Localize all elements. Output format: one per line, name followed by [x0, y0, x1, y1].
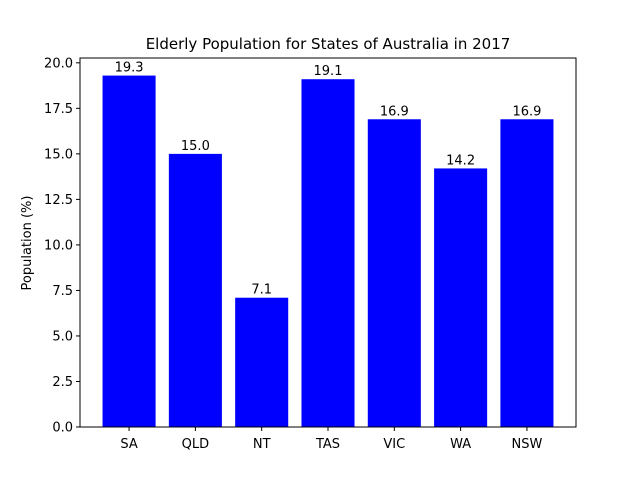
x-tick-label: QLD — [182, 437, 210, 452]
x-axis: SA QLD NT TAS VIC WA NSW — [120, 427, 542, 452]
bar-vic — [367, 119, 421, 427]
data-label-nt: 7.1 — [251, 283, 272, 298]
y-tick-label: 12.5 — [44, 193, 73, 208]
bar-wa — [434, 168, 488, 427]
data-label-wa: 14.2 — [446, 153, 475, 168]
bar-nsw — [500, 119, 554, 427]
bar-sa — [102, 75, 156, 428]
bar-tas — [301, 79, 355, 428]
bar-nt — [235, 297, 289, 427]
data-label-tas: 19.1 — [314, 64, 343, 79]
y-tick-label: 0.0 — [52, 421, 73, 436]
data-label-qld: 15.0 — [181, 139, 210, 154]
data-label-nsw: 16.9 — [512, 104, 541, 119]
x-tick-label: WA — [450, 437, 471, 452]
y-tick-label: 7.5 — [52, 284, 73, 299]
plot-frame — [79, 57, 577, 428]
x-tick-label: NT — [253, 437, 271, 452]
y-tick-label: 15.0 — [44, 147, 73, 162]
data-label-sa: 19.3 — [115, 61, 144, 76]
y-axis-label: Population (%) — [20, 196, 35, 291]
bar-qld — [168, 153, 222, 427]
data-label-vic: 16.9 — [380, 104, 409, 119]
y-tick-label: 5.0 — [52, 329, 73, 344]
bars — [102, 75, 554, 428]
x-tick-label: NSW — [512, 437, 543, 452]
y-tick-label: 17.5 — [44, 102, 73, 117]
y-tick-label: 10.0 — [44, 238, 73, 253]
chart-title: Elderly Population for States of Austral… — [146, 35, 511, 53]
x-tick-label: VIC — [383, 437, 405, 452]
y-tick-label: 2.5 — [52, 375, 73, 390]
x-tick-label: SA — [120, 437, 137, 452]
data-labels: 19.3 15.0 7.1 19.1 16.9 14.2 16.9 — [115, 61, 542, 298]
y-axis: 0.0 2.5 5.0 7.5 10.0 12.5 15.0 17.5 20.0 — [44, 56, 80, 436]
x-tick-label: TAS — [315, 437, 340, 452]
y-tick-label: 20.0 — [44, 56, 73, 71]
